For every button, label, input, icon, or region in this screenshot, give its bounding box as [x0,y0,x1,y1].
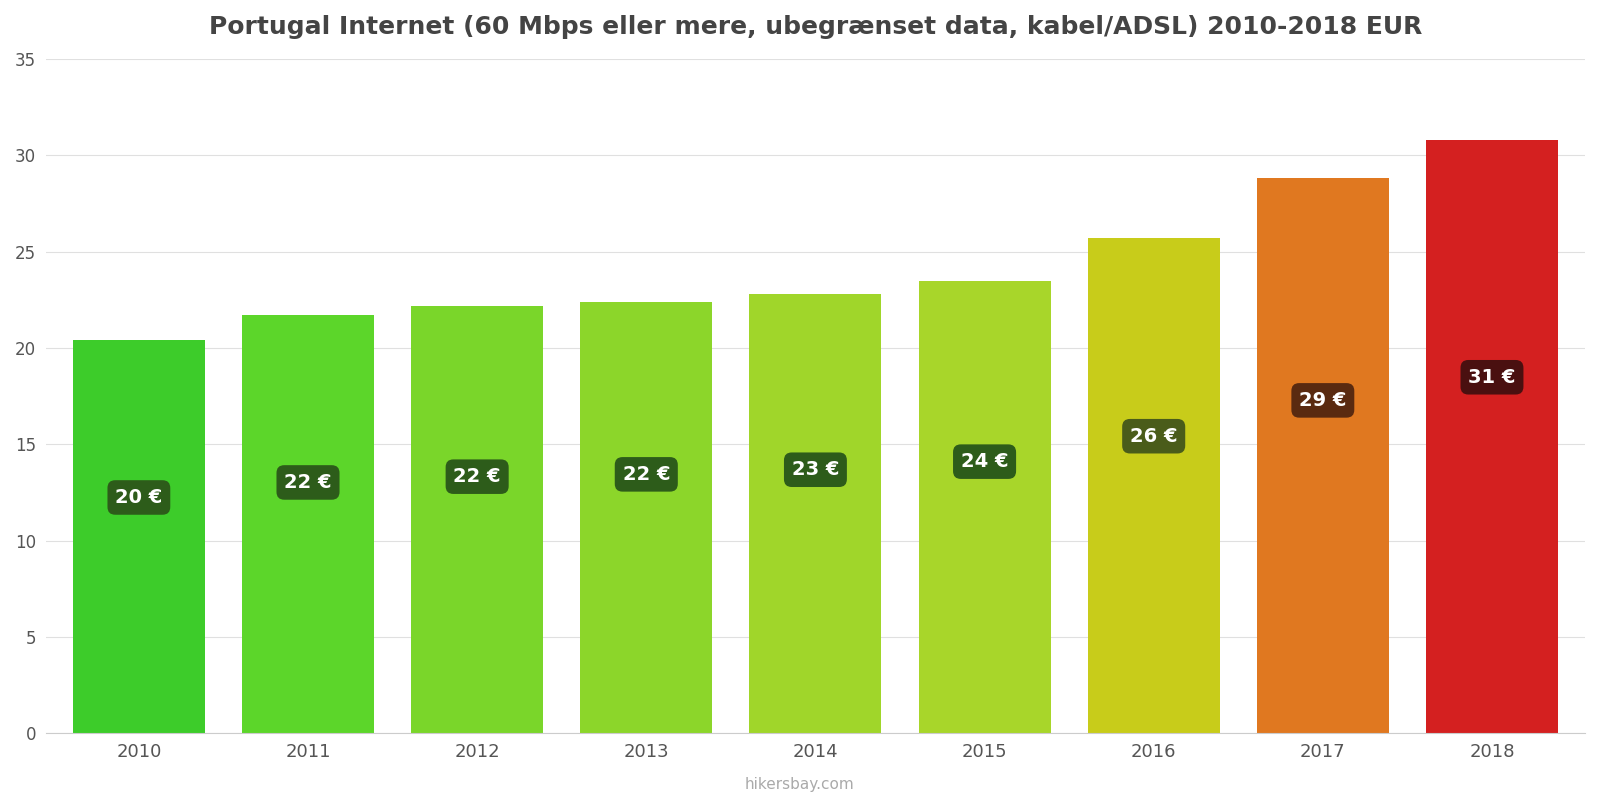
Bar [918,281,1051,734]
Bar [749,294,882,734]
Text: 31 €: 31 € [1469,368,1515,386]
Text: 29 €: 29 € [1299,391,1347,410]
Title: Portugal Internet (60 Mbps eller mere, ubegrænset data, kabel/ADSL) 2010-2018 EU: Portugal Internet (60 Mbps eller mere, u… [208,15,1422,39]
Text: 22 €: 22 € [285,473,331,492]
Text: hikersbay.com: hikersbay.com [746,777,854,792]
Text: 26 €: 26 € [1130,426,1178,446]
Text: 22 €: 22 € [622,465,670,484]
Text: 22 €: 22 € [453,467,501,486]
Bar [74,340,205,734]
Text: 23 €: 23 € [792,460,838,479]
Bar [1088,238,1219,734]
Text: 20 €: 20 € [115,488,163,507]
Text: 24 €: 24 € [962,452,1008,471]
Bar [242,315,374,734]
Bar [1258,178,1389,734]
Bar [411,306,542,734]
Bar [581,302,712,734]
Bar [1426,140,1558,734]
